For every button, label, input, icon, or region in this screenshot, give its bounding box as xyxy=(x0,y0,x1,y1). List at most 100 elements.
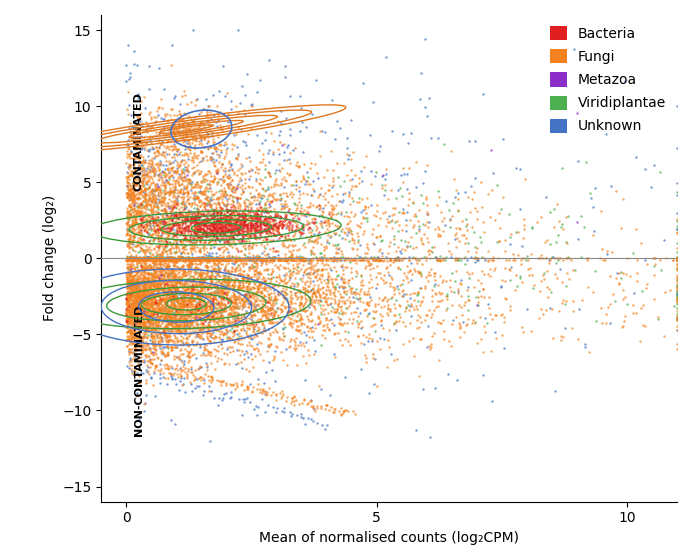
Point xyxy=(289,282,300,291)
Point xyxy=(347,148,358,157)
Point xyxy=(152,203,163,212)
Point xyxy=(135,306,146,315)
Point xyxy=(142,183,153,192)
Point xyxy=(557,220,568,228)
Point xyxy=(125,331,136,340)
Point xyxy=(217,204,228,213)
Point xyxy=(397,253,408,262)
Point xyxy=(269,230,280,239)
Point xyxy=(199,250,210,259)
Point xyxy=(139,250,150,259)
Point xyxy=(264,245,275,254)
Point xyxy=(246,213,257,222)
Point xyxy=(475,335,486,344)
Point xyxy=(246,315,257,324)
Point xyxy=(279,302,290,311)
Point xyxy=(139,186,150,195)
Point xyxy=(179,184,190,193)
Point xyxy=(163,164,174,173)
Point xyxy=(454,223,465,232)
Point xyxy=(273,223,284,232)
Point xyxy=(553,217,564,226)
Point xyxy=(326,278,337,287)
Point xyxy=(163,150,174,158)
Point xyxy=(161,360,172,368)
Point xyxy=(129,231,140,240)
Point xyxy=(172,173,183,182)
Point xyxy=(174,244,185,253)
Point xyxy=(268,226,279,235)
Point xyxy=(370,354,381,363)
Point xyxy=(221,201,232,210)
Point xyxy=(343,278,354,287)
Point xyxy=(212,282,223,291)
Point xyxy=(134,287,145,296)
Point xyxy=(655,167,666,176)
Point xyxy=(226,305,237,314)
Point xyxy=(454,323,465,332)
Point xyxy=(139,327,150,336)
Point xyxy=(226,328,237,337)
Point xyxy=(144,228,155,237)
Point xyxy=(155,309,166,318)
Point xyxy=(255,212,266,221)
Point xyxy=(174,323,185,332)
Point xyxy=(192,253,203,262)
Point xyxy=(451,253,462,262)
Point xyxy=(271,195,282,204)
Point xyxy=(125,147,136,156)
Point xyxy=(199,222,210,231)
Point xyxy=(312,286,323,295)
Point xyxy=(136,253,147,262)
Point xyxy=(403,189,415,198)
Point xyxy=(145,299,156,308)
Point xyxy=(146,160,157,169)
Point xyxy=(226,227,237,236)
Point xyxy=(218,329,229,338)
Point xyxy=(189,365,200,374)
Point xyxy=(122,296,134,305)
Point xyxy=(134,161,145,170)
Point xyxy=(244,264,255,273)
Point xyxy=(286,409,298,418)
Point xyxy=(493,236,504,245)
Point xyxy=(252,284,263,293)
Point xyxy=(199,255,210,264)
Point xyxy=(226,298,237,307)
Point xyxy=(165,239,176,248)
Point xyxy=(372,200,383,209)
Point xyxy=(158,187,170,196)
Point xyxy=(127,291,138,300)
Point xyxy=(215,311,226,320)
Point xyxy=(166,296,177,305)
Point xyxy=(194,246,205,255)
Point xyxy=(235,255,246,264)
Point xyxy=(168,221,179,230)
Point xyxy=(224,190,235,199)
Point xyxy=(150,342,161,351)
Point xyxy=(196,328,207,337)
Point xyxy=(246,192,257,201)
Point xyxy=(144,262,155,271)
Point xyxy=(338,255,349,264)
Point xyxy=(189,282,200,291)
Point xyxy=(338,211,349,220)
Point xyxy=(204,348,215,357)
Point xyxy=(311,202,322,211)
Point xyxy=(142,302,153,311)
Point xyxy=(232,382,243,391)
Point xyxy=(124,260,135,269)
Point xyxy=(316,258,327,267)
Point xyxy=(175,314,186,323)
Point xyxy=(242,275,253,284)
Point xyxy=(244,320,255,329)
Point xyxy=(183,236,194,245)
Point xyxy=(161,306,172,315)
Point xyxy=(280,302,291,311)
Point xyxy=(161,311,172,320)
Point xyxy=(140,245,152,254)
Point xyxy=(366,337,377,346)
Point xyxy=(138,232,149,241)
Point xyxy=(197,187,208,196)
Point xyxy=(145,270,156,279)
